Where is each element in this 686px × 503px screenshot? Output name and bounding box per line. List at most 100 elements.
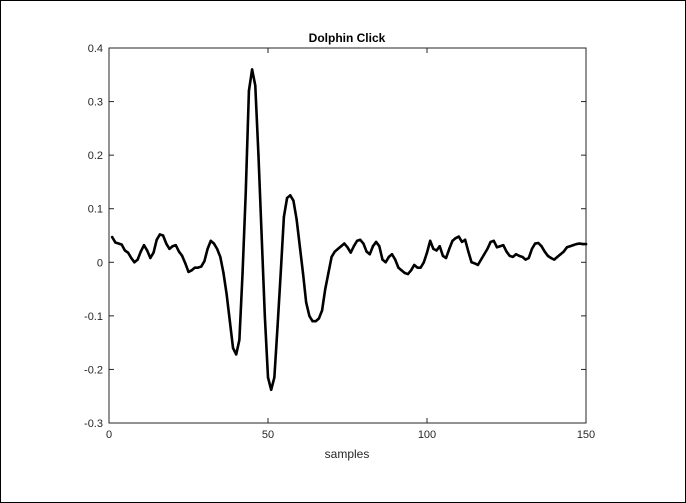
chart-title: Dolphin Click xyxy=(309,31,386,45)
data-point xyxy=(158,233,162,236)
data-point xyxy=(518,254,521,258)
data-point xyxy=(225,293,228,296)
data-point xyxy=(543,250,546,253)
data-point xyxy=(311,320,314,323)
data-point xyxy=(149,256,152,260)
data-point xyxy=(349,251,352,254)
data-point xyxy=(324,287,327,291)
data-point xyxy=(117,242,120,245)
data-point xyxy=(304,301,308,304)
x-axis-label: samples xyxy=(325,447,370,461)
data-point xyxy=(244,191,247,194)
data-point xyxy=(228,320,232,323)
y-tick-label: 0.1 xyxy=(88,204,103,216)
data-point xyxy=(266,376,270,379)
data-point xyxy=(142,243,146,247)
data-point xyxy=(502,243,505,247)
data-point xyxy=(126,251,130,254)
data-point xyxy=(139,250,142,253)
data-point xyxy=(378,245,381,248)
data-point xyxy=(203,260,206,263)
data-point xyxy=(231,346,235,350)
data-point xyxy=(254,84,257,87)
data-point xyxy=(562,250,565,253)
series-group xyxy=(110,68,588,392)
data-point xyxy=(467,250,470,253)
data-point xyxy=(292,199,295,202)
data-point xyxy=(336,247,340,251)
data-point xyxy=(508,254,511,258)
data-point xyxy=(343,242,346,245)
data-point xyxy=(556,255,559,259)
data-point xyxy=(489,240,492,244)
data-point xyxy=(448,247,451,251)
data-point xyxy=(422,261,426,264)
data-point xyxy=(537,241,540,245)
x-tick-label: 150 xyxy=(577,429,595,441)
data-point xyxy=(152,251,155,254)
data-point xyxy=(238,338,241,342)
data-point xyxy=(444,256,448,260)
data-point xyxy=(416,266,419,269)
data-point xyxy=(219,255,222,259)
x-tick-labels: 0 50 100 150 xyxy=(106,429,595,441)
data-point xyxy=(263,314,267,318)
y-tick-label: -0.3 xyxy=(84,418,103,430)
data-point xyxy=(527,256,530,260)
data-point xyxy=(279,271,282,275)
data-point xyxy=(209,239,212,243)
data-point xyxy=(180,254,184,258)
data-point xyxy=(333,250,336,253)
data-point xyxy=(409,269,413,272)
data-point xyxy=(584,242,588,246)
data-point xyxy=(355,239,359,243)
data-point xyxy=(381,258,384,261)
data-point xyxy=(285,196,289,200)
data-point xyxy=(460,240,464,244)
data-point xyxy=(406,272,410,276)
data-point xyxy=(295,218,298,221)
data-point xyxy=(177,250,181,253)
data-point xyxy=(559,253,562,256)
data-point xyxy=(174,243,177,247)
data-point xyxy=(269,388,273,391)
data-point xyxy=(368,253,371,256)
data-point xyxy=(397,266,400,269)
data-point xyxy=(257,153,260,157)
data-point xyxy=(384,261,387,264)
data-point xyxy=(565,246,569,249)
data-point xyxy=(498,245,502,248)
data-point xyxy=(130,256,133,260)
data-point xyxy=(432,247,435,251)
data-point xyxy=(276,325,279,328)
data-point xyxy=(168,247,171,251)
data-point xyxy=(438,245,441,248)
data-point xyxy=(330,255,333,259)
data-point xyxy=(273,376,276,379)
data-point xyxy=(403,271,406,275)
data-point xyxy=(553,258,556,261)
data-point xyxy=(282,215,286,218)
data-point xyxy=(568,245,572,248)
y-tick-labels: -0.3 -0.2 -0.1 0 0.1 0.2 0.3 0.4 xyxy=(84,43,103,430)
data-point xyxy=(546,254,550,258)
data-point xyxy=(184,262,187,265)
data-point xyxy=(540,245,543,248)
data-point xyxy=(524,258,527,261)
data-point xyxy=(123,249,127,252)
data-point xyxy=(441,254,445,258)
data-point xyxy=(212,242,216,245)
data-point xyxy=(352,245,356,248)
data-point xyxy=(133,261,136,264)
data-point xyxy=(463,238,467,241)
data-point xyxy=(514,253,518,256)
data-point xyxy=(390,253,394,256)
data-point xyxy=(479,258,483,261)
data-point xyxy=(260,234,263,237)
data-point xyxy=(165,242,168,245)
data-point xyxy=(314,320,317,323)
data-point xyxy=(346,246,349,249)
data-point xyxy=(483,253,486,256)
y-tick-label: -0.1 xyxy=(84,311,103,323)
data-point xyxy=(222,271,225,275)
